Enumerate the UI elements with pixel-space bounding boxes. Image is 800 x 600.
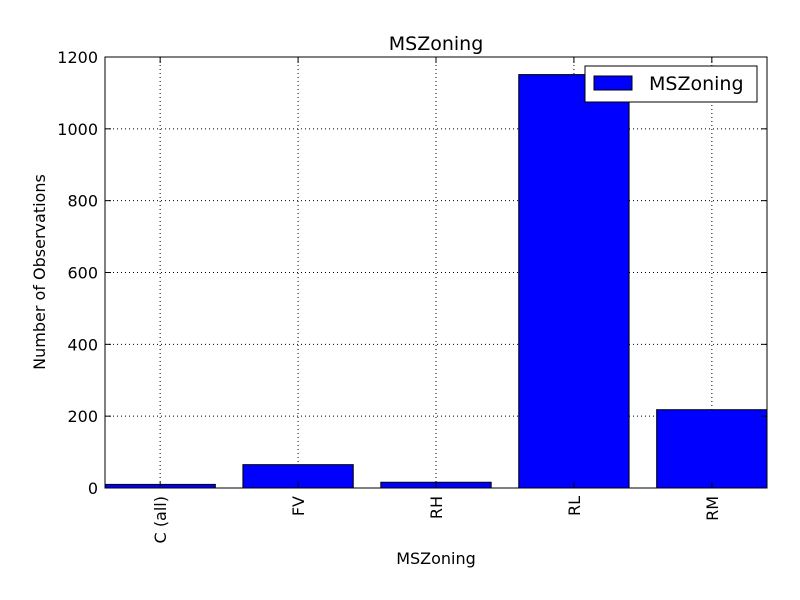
x-tick-labels: C (all) FV RH RL RM <box>151 496 722 544</box>
bar <box>656 409 768 489</box>
y-axis-title: Number of Observations <box>30 174 49 370</box>
bars <box>104 74 768 489</box>
axis-ticks <box>105 56 767 489</box>
x-axis-title: MSZoning <box>396 549 476 568</box>
x-tick-label: RM <box>703 496 722 521</box>
y-tick-label: 400 <box>67 335 98 354</box>
legend-swatch <box>593 75 633 91</box>
legend-label: MSZoning <box>649 73 744 95</box>
x-tick-label: FV <box>289 496 308 516</box>
chart-title: MSZoning <box>389 33 484 55</box>
y-tick-label: 0 <box>88 479 98 498</box>
x-tick-label: RL <box>565 496 584 516</box>
bar <box>518 74 630 489</box>
x-tick-label: C (all) <box>151 496 170 543</box>
y-tick-label: 800 <box>67 192 98 211</box>
x-tick-label: RH <box>427 496 446 519</box>
y-tick-label: 1000 <box>57 120 98 139</box>
y-tick-label: 1200 <box>57 48 98 67</box>
legend: MSZoning <box>584 65 758 103</box>
y-tick-labels: 0 200 400 600 800 1000 1200 <box>57 48 98 498</box>
y-tick-label: 600 <box>67 264 98 283</box>
y-tick-label: 200 <box>67 407 98 426</box>
